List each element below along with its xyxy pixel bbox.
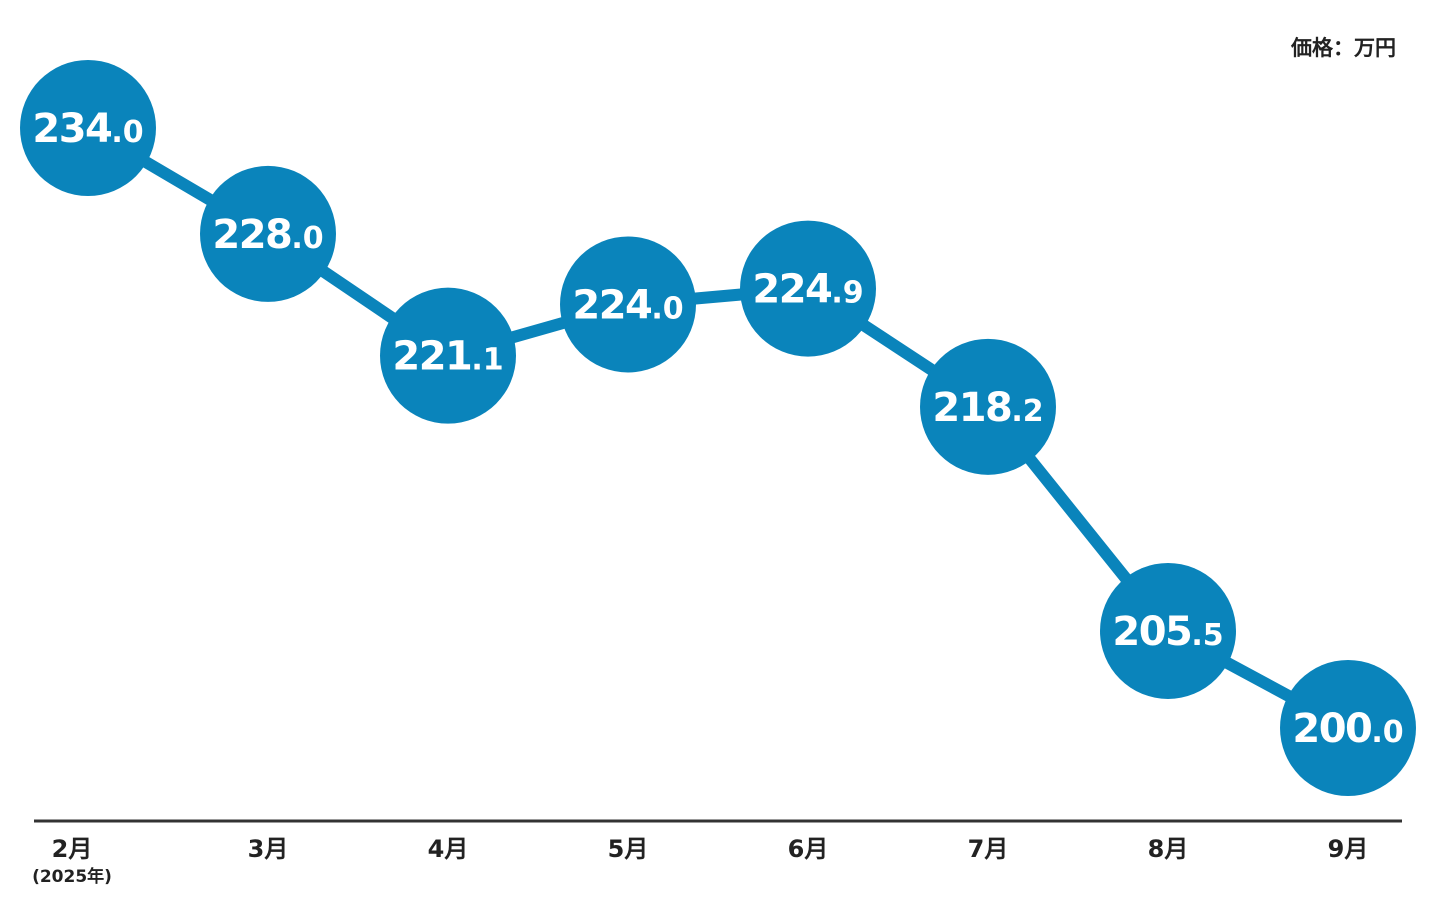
data-label-integer: 218 bbox=[932, 385, 1011, 431]
data-point-marker bbox=[740, 220, 876, 357]
data-point: 224.9 bbox=[740, 220, 876, 357]
data-label-integer: 234 bbox=[32, 106, 111, 152]
data-point: 200.0 bbox=[1280, 660, 1416, 796]
unit-label: 価格：万円 bbox=[1291, 36, 1396, 60]
data-point: 221.1 bbox=[380, 287, 516, 424]
data-label: 200.0 bbox=[1292, 706, 1403, 752]
data-label-integer: 200 bbox=[1292, 706, 1371, 752]
x-tick-label: 7月 bbox=[968, 835, 1009, 863]
data-label-decimal: .5 bbox=[1191, 618, 1223, 653]
data-point: 205.5 bbox=[1100, 562, 1236, 699]
data-label-decimal: .2 bbox=[1011, 394, 1043, 429]
data-point: 224.0 bbox=[560, 236, 696, 373]
data-point-marker bbox=[20, 60, 156, 196]
data-label-decimal: .0 bbox=[1371, 715, 1403, 750]
data-label-decimal: .9 bbox=[831, 276, 863, 311]
data-point-marker bbox=[1100, 562, 1236, 699]
data-label: 224.0 bbox=[572, 282, 683, 328]
data-point-marker bbox=[200, 165, 336, 302]
data-label-decimal: .0 bbox=[291, 221, 323, 256]
data-label-integer: 224 bbox=[752, 267, 831, 313]
x-tick-label: 8月 bbox=[1148, 835, 1189, 863]
x-tick-label: 2月 bbox=[52, 835, 93, 863]
x-tick-label: 6月 bbox=[788, 835, 829, 863]
data-point-marker bbox=[560, 236, 696, 373]
data-label-integer: 228 bbox=[212, 212, 291, 258]
data-point-marker bbox=[1280, 660, 1416, 796]
data-point: 228.0 bbox=[200, 165, 336, 302]
x-tick-label: 9月 bbox=[1328, 835, 1369, 863]
data-label-integer: 221 bbox=[392, 334, 471, 380]
x-tick-sublabel: (2025年) bbox=[32, 866, 112, 887]
data-label-integer: 224 bbox=[572, 282, 651, 328]
data-label-decimal: .0 bbox=[111, 115, 143, 150]
x-tick-label: 4月 bbox=[428, 835, 469, 863]
data-label-decimal: .1 bbox=[471, 343, 503, 378]
data-point: 218.2 bbox=[920, 338, 1056, 475]
data-label: 228.0 bbox=[212, 212, 323, 258]
data-label: 221.1 bbox=[392, 334, 503, 380]
x-tick-label: 3月 bbox=[248, 835, 289, 863]
data-label-integer: 205 bbox=[1112, 609, 1191, 655]
x-tick-labels-group: 2月 (2025年) 3月 4月 5月 6月 7月 8月 9月 bbox=[32, 835, 1368, 887]
data-label: 218.2 bbox=[932, 385, 1043, 431]
data-label: 224.9 bbox=[752, 267, 863, 313]
data-point: 234.0 bbox=[20, 60, 156, 196]
x-tick-label: 5月 bbox=[608, 835, 649, 863]
data-label: 234.0 bbox=[32, 106, 143, 152]
data-point-marker bbox=[920, 338, 1056, 475]
data-point-marker bbox=[380, 287, 516, 424]
data-label: 205.5 bbox=[1112, 609, 1223, 655]
data-label-decimal: .0 bbox=[651, 291, 683, 326]
